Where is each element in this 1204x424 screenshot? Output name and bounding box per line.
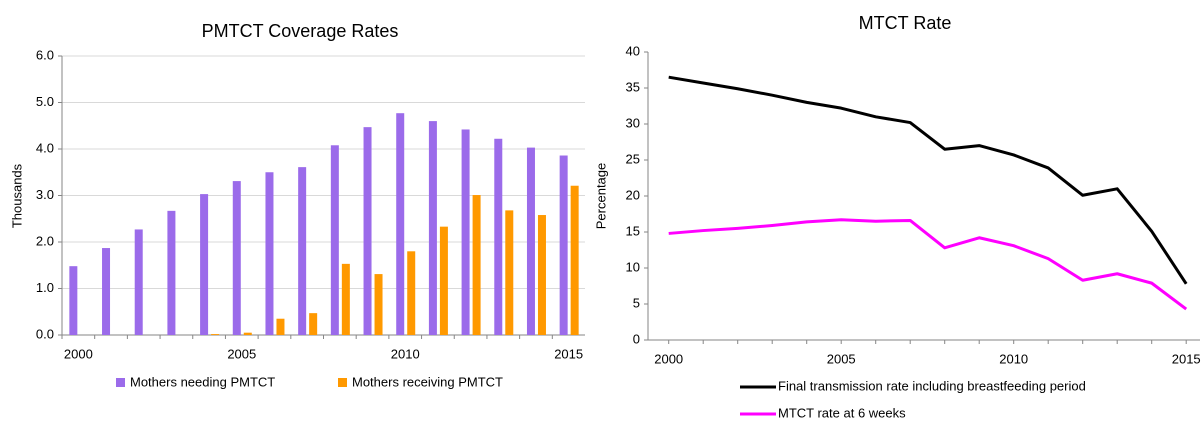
y-tick-label: 25: [626, 151, 640, 166]
bar: [309, 313, 318, 335]
y-tick-label: 30: [626, 115, 640, 130]
x-tick-label: 2005: [227, 346, 256, 361]
legend-label: MTCT rate at 6 weeks: [778, 405, 906, 420]
y-tick-label: 40: [626, 43, 640, 58]
y-tick-label: 5: [633, 295, 640, 310]
y-axis-label: Thousands: [9, 163, 24, 228]
bar: [232, 181, 241, 335]
y-tick-label: 2.0: [36, 233, 54, 248]
y-axis-label: Percentage: [593, 163, 608, 230]
bar: [428, 121, 437, 335]
bar: [494, 138, 503, 335]
bar: [570, 185, 579, 335]
legend-label: Final transmission rate including breast…: [778, 378, 1086, 393]
bar: [396, 113, 405, 335]
bar: [211, 334, 220, 335]
y-tick-label: 20: [626, 187, 640, 202]
y-tick-label: 0.0: [36, 326, 54, 341]
bar: [102, 248, 111, 335]
bar: [298, 167, 307, 335]
bar: [276, 318, 285, 335]
bar: [134, 229, 143, 335]
x-tick-label: 2015: [1172, 351, 1201, 366]
chart-title: PMTCT Coverage Rates: [202, 21, 399, 41]
bar: [505, 210, 514, 335]
bar: [439, 226, 448, 335]
legend-swatch: [116, 378, 125, 387]
x-tick-label: 2015: [554, 346, 583, 361]
x-tick-label: 2000: [654, 351, 683, 366]
y-tick-label: 6.0: [36, 47, 54, 62]
bar: [526, 147, 535, 335]
bar: [537, 215, 546, 335]
legend-swatch: [338, 378, 347, 387]
x-tick-label: 2010: [999, 351, 1028, 366]
bar: [243, 332, 252, 335]
bar: [330, 145, 339, 335]
y-tick-label: 1.0: [36, 280, 54, 295]
bar: [69, 266, 78, 335]
bar: [167, 210, 176, 335]
y-tick-label: 4.0: [36, 140, 54, 155]
bar: [472, 195, 481, 335]
y-tick-label: 35: [626, 79, 640, 94]
bar: [363, 127, 372, 336]
line: [668, 218, 1188, 311]
y-tick-label: 5.0: [36, 94, 54, 109]
chart-title: MTCT Rate: [859, 13, 952, 33]
y-tick-label: 15: [626, 223, 640, 238]
x-tick-label: 2000: [64, 346, 93, 361]
legend-label: Mothers needing PMTCT: [130, 374, 275, 389]
bar: [461, 129, 470, 335]
y-tick-label: 10: [626, 259, 640, 274]
line: [668, 75, 1188, 285]
bar: [341, 263, 350, 335]
bar: [559, 155, 568, 335]
bar: [374, 274, 383, 335]
x-tick-label: 2010: [391, 346, 420, 361]
y-tick-label: 0: [633, 331, 640, 346]
bar: [200, 194, 209, 335]
legend-label: Mothers receiving PMTCT: [352, 374, 503, 389]
x-tick-label: 2005: [827, 351, 856, 366]
bar: [407, 251, 416, 335]
y-tick-label: 3.0: [36, 187, 54, 202]
bar: [265, 172, 274, 335]
